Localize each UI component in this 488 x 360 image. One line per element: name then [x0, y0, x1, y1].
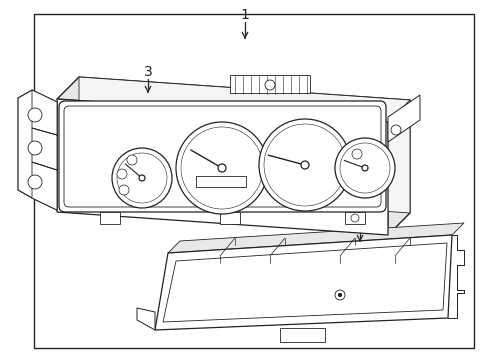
Circle shape [334, 290, 345, 300]
Bar [100, 212, 120, 224]
Polygon shape [387, 100, 409, 235]
Polygon shape [137, 308, 155, 330]
Bar [196, 176, 245, 187]
Bar [34, 14, 473, 348]
Circle shape [139, 175, 145, 181]
Bar [345, 212, 364, 224]
Circle shape [181, 127, 263, 209]
Polygon shape [387, 95, 419, 142]
Circle shape [259, 119, 350, 211]
Circle shape [28, 175, 42, 189]
Circle shape [28, 141, 42, 155]
Bar [280, 328, 325, 342]
Circle shape [338, 293, 341, 297]
Circle shape [339, 143, 389, 193]
Circle shape [28, 108, 42, 122]
Circle shape [301, 161, 308, 169]
FancyBboxPatch shape [64, 106, 380, 207]
Circle shape [334, 138, 394, 198]
Circle shape [390, 125, 400, 135]
Bar [229, 75, 309, 93]
Circle shape [112, 148, 172, 208]
Polygon shape [163, 243, 446, 322]
Polygon shape [32, 162, 57, 210]
Polygon shape [57, 99, 387, 235]
Circle shape [127, 155, 137, 165]
Polygon shape [32, 90, 57, 135]
Circle shape [264, 80, 274, 90]
FancyBboxPatch shape [59, 101, 385, 212]
Polygon shape [79, 77, 409, 213]
Circle shape [361, 165, 367, 171]
Text: 3: 3 [143, 65, 152, 79]
Circle shape [119, 185, 129, 195]
Circle shape [264, 124, 346, 206]
Circle shape [351, 149, 361, 159]
Circle shape [117, 169, 127, 179]
Polygon shape [168, 223, 463, 253]
Circle shape [218, 164, 225, 172]
Circle shape [350, 214, 358, 222]
Text: 1: 1 [240, 8, 249, 22]
Circle shape [176, 122, 267, 214]
Polygon shape [18, 90, 57, 210]
Circle shape [117, 153, 167, 203]
Polygon shape [32, 128, 57, 170]
Text: 2: 2 [355, 211, 364, 225]
Polygon shape [155, 235, 451, 330]
Bar [220, 212, 240, 224]
Polygon shape [57, 77, 409, 122]
